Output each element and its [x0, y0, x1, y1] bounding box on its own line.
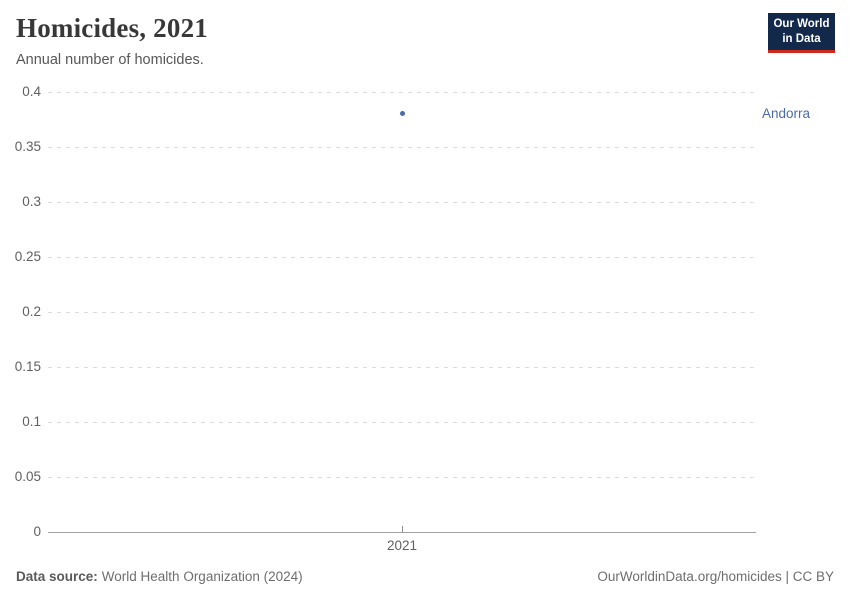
- chart-footer: Data source: World Health Organization (2…: [16, 569, 834, 584]
- data-point-andorra[interactable]: [399, 111, 405, 117]
- gridline: [48, 366, 756, 368]
- x-axis-tick-mark: [401, 526, 403, 532]
- data-source-value: World Health Organization (2024): [101, 569, 303, 584]
- chart-subtitle: Annual number of homicides.: [16, 52, 204, 68]
- y-axis-tick-label: 0.1: [22, 413, 41, 429]
- gridline: [48, 92, 756, 93]
- gridline: [48, 201, 756, 203]
- gridline: [48, 311, 756, 313]
- y-axis-tick-label: 0.4: [22, 84, 41, 99]
- data-source: Data source: World Health Organization (2…: [16, 569, 303, 584]
- x-axis-tick-label: 2021: [386, 538, 418, 553]
- y-axis-tick-label: 0.15: [14, 358, 41, 374]
- owid-logo[interactable]: Our World in Data: [768, 13, 835, 53]
- y-axis-tick-label: 0.25: [14, 248, 41, 264]
- data-source-label: Data source:: [16, 569, 98, 584]
- owid-logo-line2: in Data: [782, 32, 821, 45]
- y-axis-tick-label: 0.35: [14, 138, 41, 154]
- gridline: [48, 476, 756, 478]
- y-axis-tick-label: 0.2: [22, 303, 41, 319]
- page-title: Homicides, 2021: [16, 13, 208, 43]
- y-axis-tick-label: 0.3: [22, 193, 41, 209]
- attribution-link[interactable]: OurWorldinData.org/homicides | CC BY: [597, 569, 834, 584]
- gridline: [48, 146, 756, 148]
- gridline: [48, 256, 756, 258]
- x-axis-line: [48, 531, 756, 533]
- owid-logo-line1: Our World: [773, 17, 830, 30]
- y-axis-tick-label: 0: [33, 523, 41, 539]
- y-axis-tick-label: 0.05: [14, 468, 41, 484]
- entity-label[interactable]: Andorra: [762, 105, 811, 121]
- gridline: [48, 421, 756, 423]
